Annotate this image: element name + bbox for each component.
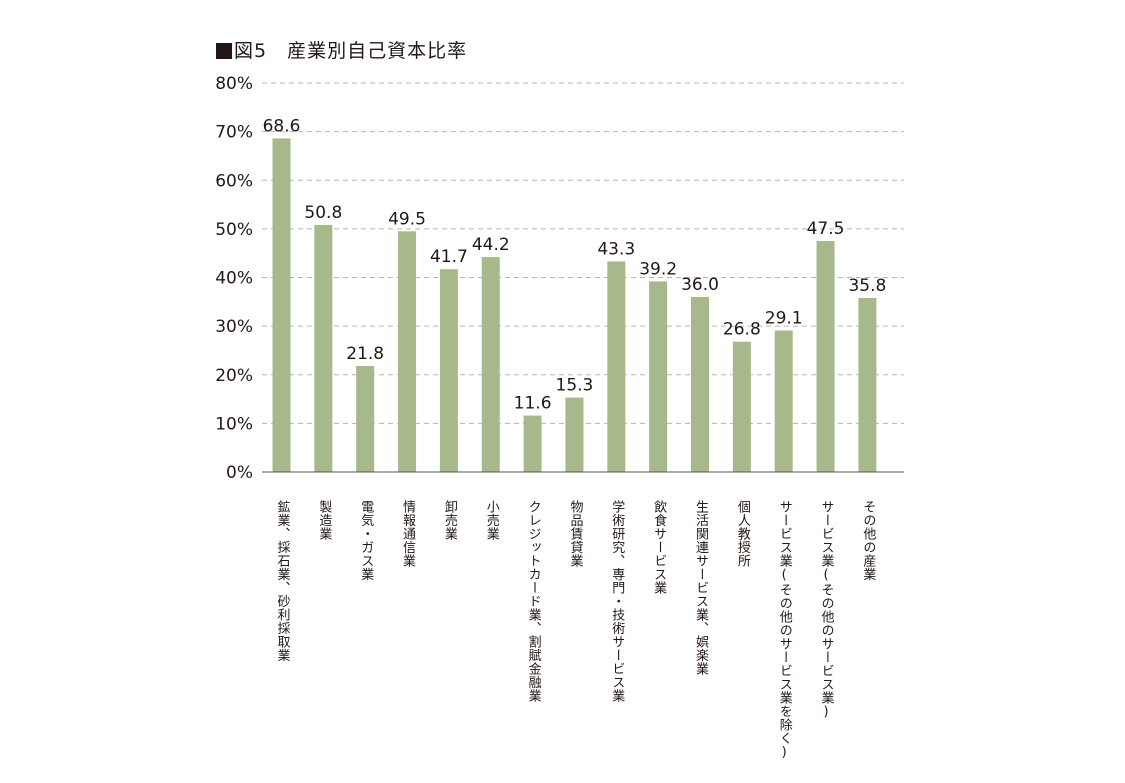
bar xyxy=(649,281,668,472)
category-label: 生活関連サービス業、娯楽業 xyxy=(693,500,708,676)
bar xyxy=(439,269,458,472)
bar xyxy=(565,397,584,472)
value-label: 36.0 xyxy=(681,275,719,295)
category-label: 小売業 xyxy=(483,500,499,541)
value-label: 21.8 xyxy=(346,344,384,364)
y-tick-label: 10% xyxy=(215,414,253,434)
value-label: 29.1 xyxy=(765,309,803,329)
category-label: 鉱業、採石業、砂利採取業 xyxy=(274,500,290,662)
bar xyxy=(774,330,793,472)
value-label: 15.3 xyxy=(556,376,594,396)
value-label: 44.2 xyxy=(472,235,510,255)
bars xyxy=(272,138,877,472)
category-label: 情報通信業 xyxy=(400,500,416,568)
bar xyxy=(272,138,291,472)
value-label: 47.5 xyxy=(807,219,845,239)
bar xyxy=(481,257,500,472)
bar xyxy=(858,297,877,472)
category-label: 物品賃貸業 xyxy=(567,500,583,568)
bar xyxy=(732,341,751,472)
y-tick-label: 50% xyxy=(215,220,253,240)
y-tick-label: 0% xyxy=(226,463,253,483)
category-label: 飲食サービス業 xyxy=(651,500,667,595)
category-label: その他の産業 xyxy=(860,500,876,581)
chart-title-text: 図5 産業別自己資本比率 xyxy=(234,40,468,62)
category-label: サービス業(その他のサービス業を除く) xyxy=(776,500,792,761)
y-tick-label: 70% xyxy=(215,123,253,143)
value-label: 68.6 xyxy=(263,116,301,136)
bar xyxy=(691,296,709,472)
title-square-marker xyxy=(216,43,232,59)
value-label: 49.5 xyxy=(388,209,426,229)
chart-title: 図5 産業別自己資本比率 xyxy=(216,36,467,63)
y-tick-label: 80% xyxy=(215,74,253,94)
y-tick-label: 30% xyxy=(215,317,253,337)
y-tick-label: 20% xyxy=(215,366,253,386)
bar xyxy=(607,261,626,472)
category-label: サービス業(その他のサービス業) xyxy=(818,500,834,720)
bar xyxy=(356,365,375,472)
value-label: 41.7 xyxy=(430,247,468,267)
value-label: 50.8 xyxy=(304,203,342,223)
value-label: 26.8 xyxy=(723,320,761,340)
y-tick-label: 60% xyxy=(215,171,253,191)
value-label: 11.6 xyxy=(514,394,552,414)
value-label: 39.2 xyxy=(639,259,677,279)
category-label: 個人教授所 xyxy=(734,500,750,568)
bar xyxy=(398,231,417,472)
y-tick-label: 40% xyxy=(215,269,253,289)
value-label: 43.3 xyxy=(597,239,635,259)
category-label: 製造業 xyxy=(316,500,332,541)
category-label: 学術研究、専門・技術サービス業 xyxy=(609,500,625,703)
gridlines xyxy=(262,82,904,424)
value-label: 35.8 xyxy=(848,276,886,296)
value-labels: 68.6 50.8 21.8 49.541.744.2 11.615.3 43.339.2… xyxy=(263,116,887,413)
category-label: 卸売業 xyxy=(441,500,457,541)
category-label: 電気・ガス業 xyxy=(358,500,374,581)
bar xyxy=(314,224,333,472)
bar xyxy=(523,415,542,472)
category-label: クレジットカード業、割賦金融業 xyxy=(525,500,541,703)
y-axis-tick-labels: 0% 10% 20% 30% 40% 50% 60% 70% 80% xyxy=(215,74,253,483)
bar xyxy=(816,241,835,472)
